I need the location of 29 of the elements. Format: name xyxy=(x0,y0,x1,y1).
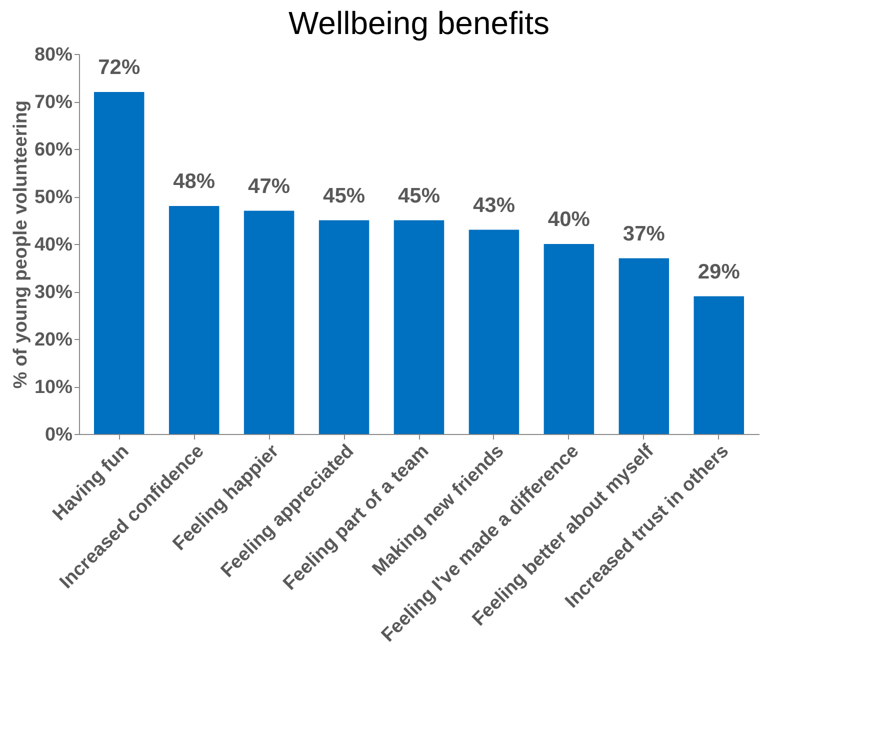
data-label: 43% xyxy=(472,194,516,217)
y-tick-label: 30% xyxy=(34,282,73,303)
y-axis-title: % of young people volunteering xyxy=(10,100,32,389)
data-label: 40% xyxy=(548,208,590,231)
data-label: 45% xyxy=(323,184,366,208)
bar xyxy=(168,206,220,434)
y-tick-label: 20% xyxy=(34,330,73,350)
bar xyxy=(618,258,670,434)
y-tick-label: 70% xyxy=(34,92,73,113)
y-tick-label: 50% xyxy=(34,187,73,208)
y-tick-label: 10% xyxy=(34,377,73,398)
y-tick-label: 60% xyxy=(34,140,73,160)
bar xyxy=(468,230,520,434)
bar xyxy=(694,296,744,434)
bar xyxy=(318,220,370,434)
data-label: 29% xyxy=(698,260,740,284)
data-label: 72% xyxy=(98,56,140,79)
y-tick-label: 40% xyxy=(34,234,73,256)
data-label: 37% xyxy=(622,222,666,246)
bar xyxy=(244,210,294,434)
bar xyxy=(394,220,444,434)
y-tick-label: 80% xyxy=(34,44,73,66)
data-label: 47% xyxy=(248,174,290,198)
bar xyxy=(544,244,594,434)
bar xyxy=(94,92,144,434)
y-tick-label: 0% xyxy=(45,424,73,446)
data-label: 45% xyxy=(398,184,440,208)
data-label: 48% xyxy=(173,170,216,193)
chart-title: Wellbeing benefits xyxy=(288,5,550,41)
